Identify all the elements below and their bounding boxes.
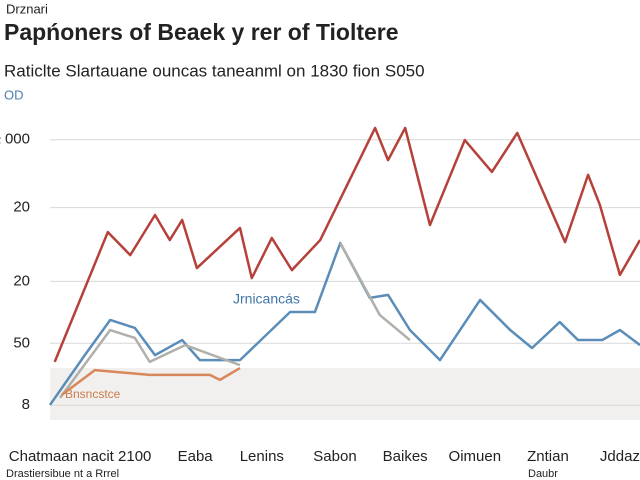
series-line [53,126,640,363]
footnote: Drastiersibue nt a Rrrel [6,468,119,480]
y-tick-label: ≥ 000 [0,131,30,148]
x-tick-label: Oimuen [449,448,502,465]
x-tick-label: Zntian [527,448,569,465]
x-tick-label: Baikes [383,448,428,465]
y-tick-label: 8 [22,396,30,413]
footnote: Daubr [528,468,558,480]
subtitle: Raticlte Slartauane ouncas taneanml on 1… [4,61,425,80]
x-tick-label: Eaba [178,448,214,465]
annotation: Bnsncstce [65,387,121,401]
kicker: Drznari [6,1,48,16]
x-tick-label: Lenins [240,448,284,465]
series-line [59,242,411,399]
baseline-band [50,368,640,420]
annotation: Jrnicancás [233,291,300,307]
x-tick-label: Chatmaan nacit 2100 [9,448,152,465]
y-tick-label: 20 [13,199,30,216]
chart-title: Papńoners of Beaek y rer of Tioltere [4,19,399,45]
y-tick-label: 20 [13,272,30,289]
y-tick-label: 50 [13,334,30,351]
x-tick-label: Jddaz [600,448,640,465]
unit-note: OD [4,87,24,102]
x-tick-label: Sabon [313,448,356,465]
series-line [61,367,241,396]
